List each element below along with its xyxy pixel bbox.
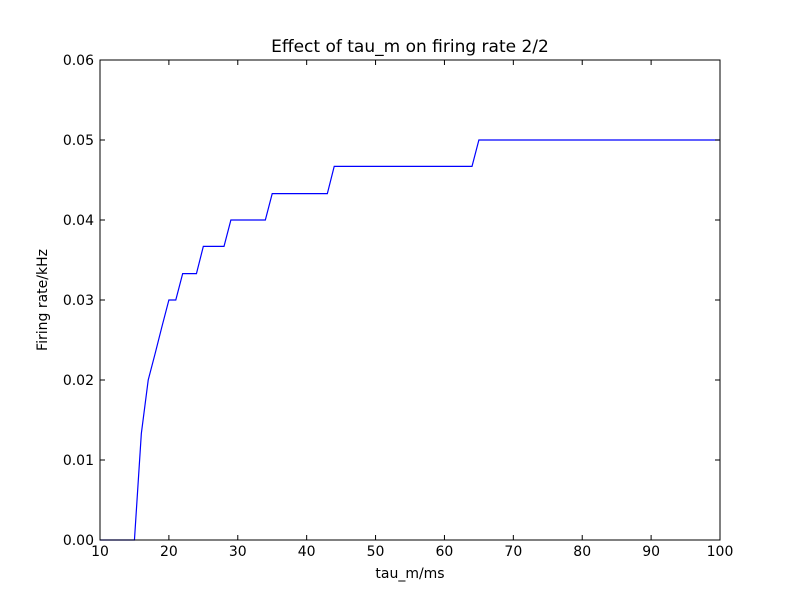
x-tick-label: 70 — [504, 544, 522, 560]
x-tick-label: 80 — [573, 544, 591, 560]
y-tick-label: 0.06 — [63, 53, 94, 69]
x-tick-label: 100 — [707, 544, 734, 560]
x-tick-label: 50 — [367, 544, 385, 560]
y-tick-label: 0.00 — [63, 533, 94, 549]
y-tick-label: 0.03 — [63, 293, 94, 309]
x-tick-label: 20 — [160, 544, 178, 560]
y-tick-label: 0.05 — [63, 133, 94, 149]
chart-title: Effect of tau_m on firing rate 2/2 — [271, 37, 549, 57]
x-axis-label: tau_m/ms — [375, 566, 444, 582]
series-line-0 — [100, 139, 720, 541]
x-tick-label: 40 — [298, 544, 316, 560]
x-tick-label: 30 — [229, 544, 247, 560]
plot-area: 10 20 30 40 50 60 70 80 90 100 0.00 0.01 0.02 0.03 0.0… — [63, 53, 734, 560]
x-tick-label: 10 — [91, 544, 109, 560]
y-axis-label: Firing rate/kHz — [35, 249, 51, 351]
x-tick-label: 90 — [642, 544, 660, 560]
y-tick-label: 0.04 — [63, 213, 94, 229]
x-tick-label: 60 — [436, 544, 454, 560]
y-tick-label: 0.02 — [63, 373, 94, 389]
y-tick-label: 0.01 — [63, 453, 94, 469]
